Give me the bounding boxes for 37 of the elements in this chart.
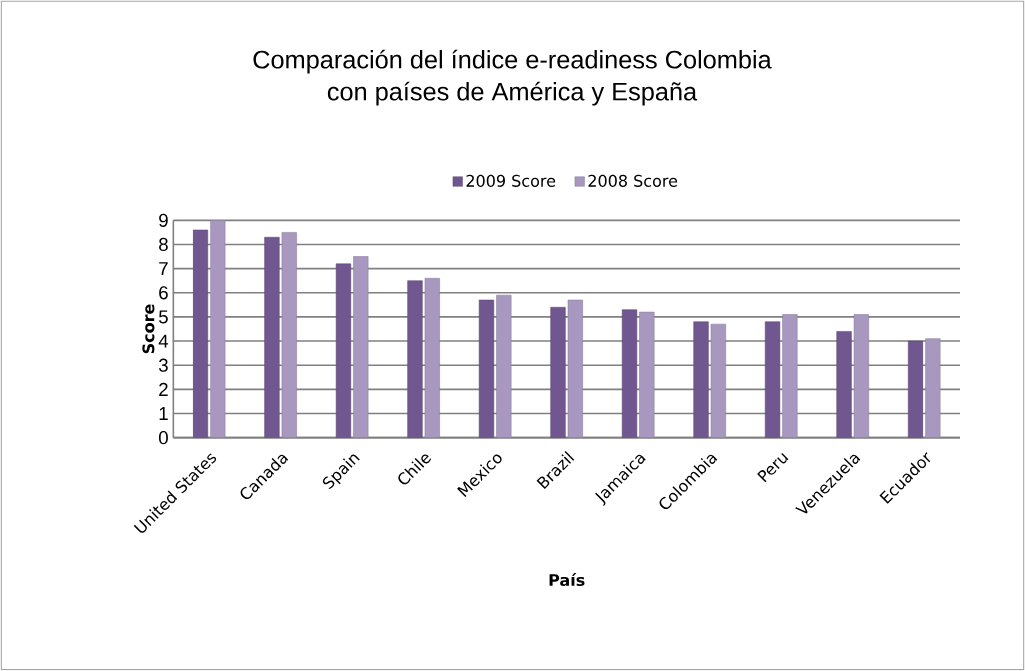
- bar: [192, 229, 209, 438]
- y-tick-label: 4: [158, 334, 169, 348]
- bar: [424, 278, 440, 438]
- bar: [853, 314, 869, 438]
- bar: [496, 294, 512, 438]
- y-tick-label: 8: [159, 237, 168, 252]
- chart-title: Comparación del índice e-readiness Colombia con países de América y España: [253, 49, 772, 106]
- y-tick-label: 2: [159, 382, 168, 396]
- bar: [567, 299, 583, 438]
- bar: [281, 232, 297, 438]
- bar: [907, 340, 924, 438]
- bar: [782, 314, 798, 438]
- y-tick-label: 9: [159, 213, 168, 227]
- bar: [693, 321, 709, 438]
- bar: [407, 280, 423, 438]
- legend-label: 2009 Score: [466, 174, 556, 187]
- legend-label: 2008 Score: [588, 174, 678, 187]
- bar: [335, 263, 352, 438]
- bar: [836, 331, 852, 438]
- y-axis-title: Score: [142, 304, 155, 354]
- bar: [550, 306, 566, 438]
- y-tick-label: 1: [159, 407, 168, 420]
- bar: [925, 338, 941, 438]
- bar: [478, 299, 495, 438]
- bar: [210, 220, 226, 438]
- y-tick-label: 0: [158, 431, 168, 445]
- bar: [353, 256, 369, 438]
- x-axis-title: País: [549, 573, 585, 587]
- bar: [764, 321, 781, 438]
- y-tick-label: 5: [159, 310, 168, 324]
- bar: [264, 236, 280, 438]
- y-tick-label: 3: [158, 358, 168, 372]
- bar: [621, 309, 638, 438]
- bar: [639, 311, 655, 438]
- bar: [710, 323, 726, 438]
- y-tick-label: 6: [159, 286, 168, 300]
- y-tick-label: 7: [159, 262, 168, 276]
